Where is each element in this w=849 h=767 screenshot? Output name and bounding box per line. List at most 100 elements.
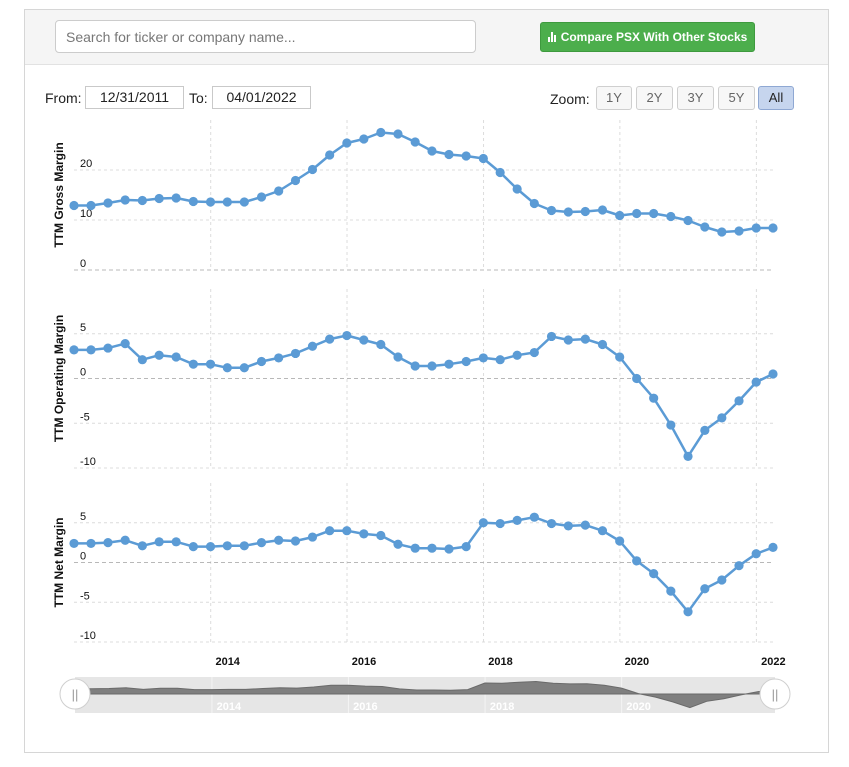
data-point bbox=[393, 129, 403, 139]
data-point bbox=[290, 348, 301, 359]
data-point bbox=[154, 537, 164, 547]
data-point bbox=[580, 206, 590, 217]
range-navigator: 2014 2016 2018 2020 || || bbox=[59, 677, 791, 713]
data-point bbox=[154, 193, 164, 204]
data-point bbox=[529, 347, 539, 358]
data-point bbox=[512, 515, 522, 525]
data-point bbox=[529, 512, 539, 522]
chart-panel-3: -10 -5 0 5 TTM Net Margin bbox=[52, 483, 778, 643]
data-point bbox=[478, 518, 488, 528]
data-point bbox=[580, 334, 590, 344]
data-point bbox=[256, 356, 267, 367]
data-point bbox=[632, 556, 642, 566]
data-point bbox=[683, 607, 693, 617]
zoom-1y-button[interactable]: 1Y bbox=[596, 86, 632, 110]
y-tick-label: -10 bbox=[80, 456, 96, 468]
x-tick-label: 2018 bbox=[488, 656, 512, 668]
data-point bbox=[137, 355, 147, 365]
chart-widget-frame bbox=[24, 9, 829, 753]
y-tick-label: 5 bbox=[80, 322, 86, 334]
data-point bbox=[222, 197, 232, 207]
data-point bbox=[529, 198, 539, 209]
data-point bbox=[188, 542, 198, 552]
data-point bbox=[478, 153, 488, 164]
data-point bbox=[69, 345, 79, 355]
data-point bbox=[376, 127, 386, 138]
y-tick-label: -10 bbox=[80, 630, 96, 642]
compare-button[interactable]: Compare PSX With Other Stocks bbox=[540, 22, 755, 52]
data-point bbox=[768, 223, 778, 233]
data-point bbox=[751, 223, 761, 233]
y-tick-label: 0 bbox=[80, 367, 86, 379]
data-point bbox=[325, 150, 335, 160]
data-point bbox=[666, 586, 676, 596]
x-tick-label: 2020 bbox=[625, 656, 649, 668]
data-point bbox=[717, 575, 727, 585]
data-point bbox=[683, 215, 693, 226]
data-point bbox=[274, 535, 284, 545]
data-point bbox=[342, 330, 352, 341]
data-point bbox=[342, 526, 352, 536]
data-point bbox=[120, 535, 130, 545]
data-point bbox=[563, 335, 573, 345]
zoom-3y-button[interactable]: 3Y bbox=[677, 86, 714, 110]
data-point bbox=[563, 521, 573, 531]
data-point bbox=[307, 341, 318, 351]
search-input[interactable] bbox=[55, 20, 476, 53]
data-point bbox=[120, 195, 130, 205]
y-axis-title: TTM Net Margin bbox=[52, 518, 66, 608]
data-point bbox=[768, 369, 778, 379]
y-axis-title: TTM Gross Margin bbox=[52, 142, 66, 247]
data-point bbox=[700, 584, 710, 594]
handle-knob bbox=[759, 678, 791, 710]
navigator-left-handle[interactable]: || bbox=[59, 678, 91, 710]
data-point bbox=[444, 149, 454, 160]
data-point bbox=[239, 363, 249, 373]
data-point bbox=[734, 396, 744, 406]
data-point bbox=[86, 538, 96, 549]
series-line bbox=[74, 515, 774, 614]
handle-grip-icon: || bbox=[772, 687, 779, 702]
to-label: To: bbox=[189, 90, 208, 106]
to-date-input[interactable]: 04/01/2022 bbox=[212, 86, 311, 109]
data-point bbox=[239, 197, 249, 207]
data-point bbox=[359, 529, 369, 539]
x-tick-label: 2022 bbox=[761, 656, 785, 668]
data-point bbox=[359, 134, 369, 144]
data-point bbox=[410, 137, 420, 147]
data-point bbox=[205, 197, 216, 207]
zoom-all-button[interactable]: All bbox=[758, 86, 794, 110]
data-point bbox=[427, 543, 437, 553]
data-point bbox=[222, 541, 232, 551]
data-point bbox=[632, 373, 642, 384]
data-point bbox=[137, 541, 147, 551]
from-date-input[interactable]: 12/31/2011 bbox=[85, 86, 184, 109]
x-tick-label: 2016 bbox=[352, 656, 376, 668]
data-point bbox=[103, 538, 113, 548]
data-point bbox=[256, 192, 267, 202]
data-point bbox=[444, 544, 454, 554]
data-point bbox=[307, 164, 318, 175]
y-axis-title: TTM Operating Margin bbox=[52, 315, 66, 442]
data-point bbox=[410, 361, 420, 371]
handle-grip-icon: || bbox=[72, 687, 79, 702]
data-point bbox=[478, 353, 488, 363]
navigator-tick-label: 2020 bbox=[626, 701, 650, 713]
data-point bbox=[666, 420, 676, 430]
data-point bbox=[188, 196, 198, 207]
compare-button-label: Compare PSX With Other Stocks bbox=[560, 30, 748, 44]
x-tick-label: 2014 bbox=[215, 656, 240, 668]
data-point bbox=[154, 350, 164, 360]
zoom-5y-button[interactable]: 5Y bbox=[718, 86, 755, 110]
navigator-right-handle[interactable]: || bbox=[759, 678, 791, 710]
zoom-2y-button[interactable]: 2Y bbox=[636, 86, 673, 110]
y-tick-label: -5 bbox=[80, 411, 90, 423]
data-point bbox=[512, 184, 522, 194]
data-point bbox=[615, 352, 625, 362]
data-point bbox=[274, 186, 284, 196]
data-point bbox=[137, 195, 147, 206]
data-point bbox=[683, 451, 693, 461]
data-point bbox=[69, 200, 79, 211]
data-point bbox=[597, 339, 608, 350]
data-point bbox=[597, 205, 608, 215]
